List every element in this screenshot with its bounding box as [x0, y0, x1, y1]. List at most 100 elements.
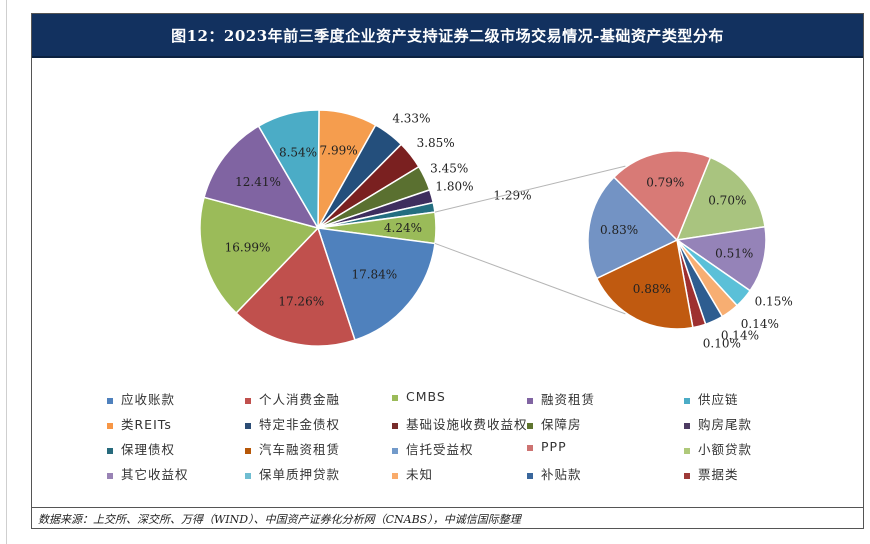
legend-swatch — [245, 422, 251, 429]
source-note: 数据来源：上交所、深交所、万得（WIND）、中国资产证券化分析网（CNABS），… — [38, 513, 521, 526]
title-bar: 图12：2023年前三季度企业资产支持证券二级市场交易情况-基础资产类型分布 — [32, 14, 863, 58]
legend-item--: 其它收益权 — [107, 464, 189, 483]
source-divider — [32, 507, 863, 508]
legend-label: 购房尾款 — [698, 417, 753, 432]
legend-swatch — [392, 447, 398, 454]
chart-title: 图12：2023年前三季度企业资产支持证券二级市场交易情况-基础资产类型分布 — [171, 27, 724, 45]
legend-label: 特定非金债权 — [259, 417, 341, 432]
legend-item--: 基础设施收费收益权 — [392, 414, 528, 433]
legend-label: 小额贷款 — [698, 442, 753, 457]
legend-swatch — [392, 472, 398, 479]
main-pie-label-4: 1.80% — [435, 180, 473, 194]
legend-item--: 供应链 — [684, 389, 739, 408]
legend-item--: 小额贷款 — [684, 439, 752, 458]
detail-pie-label-1: 0.51% — [715, 246, 753, 260]
main-pie-label-9: 16.99% — [225, 241, 271, 255]
legend-swatch — [684, 447, 690, 454]
legend-label: 类REITs — [121, 417, 172, 432]
main-pie-label-2: 3.85% — [417, 136, 455, 150]
legend-item--: 信托受益权 — [392, 439, 474, 458]
detail-pie-slice-8 — [612, 150, 712, 242]
legend-item--: 保障房 — [527, 414, 582, 433]
legend-swatch — [684, 422, 690, 429]
detail-pie-label-4: 0.14% — [721, 328, 759, 342]
legend-label: 应收账款 — [121, 392, 176, 407]
legend-label: 补贴款 — [541, 467, 582, 482]
page-left-rule — [6, 0, 7, 544]
legend-item-cmbs: CMBS — [392, 389, 446, 404]
legend-item--: 保单质押贷款 — [245, 464, 340, 483]
legend-label: 其它收益权 — [121, 467, 189, 482]
legend-label: 保障房 — [541, 417, 582, 432]
main-pie-label-3: 3.45% — [430, 162, 468, 176]
detail-pie-label-7: 0.83% — [600, 223, 638, 237]
detail-pie-label-0: 0.70% — [708, 193, 746, 207]
detail-pie-label-8: 0.79% — [646, 175, 684, 189]
main-pie-label-11: 8.54% — [279, 146, 317, 160]
legend-swatch — [245, 447, 251, 454]
legend-label: 未知 — [406, 467, 434, 482]
legend-item--: 个人消费金融 — [245, 389, 340, 408]
main-pie-slice-8 — [235, 226, 356, 347]
legend-label: 保单质押贷款 — [259, 467, 341, 482]
legend-label: 信托受益权 — [406, 442, 474, 457]
connector-line-bottom — [434, 242, 626, 315]
connector-line-top — [434, 165, 626, 213]
detail-pie-slice-7 — [587, 176, 679, 280]
main-pie-label-0: 7.99% — [320, 143, 358, 157]
main-pie-label-6: 4.24% — [384, 221, 422, 235]
legend-item--: 票据类 — [684, 464, 739, 483]
main-pie-label-10: 12.41% — [235, 175, 281, 189]
detail-pie-label-5: 0.10% — [703, 337, 741, 351]
legend-swatch — [107, 422, 113, 429]
detail-pie-label-3: 0.14% — [741, 317, 779, 331]
legend-swatch — [684, 397, 690, 404]
legend-item--reits: 类REITs — [107, 414, 172, 433]
legend-label: 票据类 — [698, 467, 739, 482]
legend-swatch — [245, 472, 251, 479]
legend-swatch — [527, 422, 533, 429]
main-pie-label-7: 17.84% — [351, 268, 397, 282]
legend-label: 基础设施收费收益权 — [406, 417, 528, 432]
legend-swatch — [392, 422, 398, 429]
main-pie-slice-11 — [257, 109, 320, 231]
main-pie-label-5: 1.29% — [493, 189, 531, 203]
legend-item--: 应收账款 — [107, 389, 175, 408]
legend-swatch — [684, 472, 690, 479]
main-pie-slice-9 — [199, 196, 320, 315]
detail-pie-slice-6 — [595, 238, 694, 330]
legend-item--: 特定非金债权 — [245, 414, 340, 433]
legend-label: CMBS — [406, 389, 446, 404]
legend-label: 汽车融资租赁 — [259, 442, 341, 457]
main-pie-label-1: 4.33% — [392, 111, 430, 125]
legend-label: 个人消费金融 — [259, 392, 341, 407]
legend-item--: 未知 — [392, 464, 433, 483]
legend-item--: 补贴款 — [527, 464, 582, 483]
legend-label: PPP — [541, 439, 567, 454]
detail-pie-label-2: 0.15% — [755, 295, 793, 309]
main-pie-label-8: 17.26% — [278, 295, 324, 309]
detail-pie-slice-1 — [675, 225, 767, 292]
figure-frame: 图12：2023年前三季度企业资产支持证券二级市场交易情况-基础资产类型分布 7… — [31, 13, 864, 529]
legend-swatch — [527, 397, 533, 404]
legend-swatch — [107, 397, 113, 404]
legend-item--: 保理债权 — [107, 439, 175, 458]
pie-chart: 7.99% 4.33% 3.85% 3.45% 1.80% 1.29% 4.24% 17.84… — [199, 109, 793, 351]
legend-item-ppp: PPP — [527, 439, 567, 454]
legend-label: 融资租赁 — [541, 392, 596, 407]
legend-swatch — [527, 444, 533, 451]
legend-label: 供应链 — [698, 392, 739, 407]
legend-item--: 融资租赁 — [527, 389, 595, 408]
legend-label: 保理债权 — [121, 442, 176, 457]
detail-pie-slice-0 — [675, 156, 766, 241]
legend-swatch — [392, 394, 398, 401]
legend-swatch — [245, 397, 251, 404]
legend-item--: 汽车融资租赁 — [245, 439, 340, 458]
legend-item--: 购房尾款 — [684, 414, 752, 433]
main-pie-slice-10 — [203, 125, 320, 230]
legend-swatch — [527, 472, 533, 479]
legend-swatch — [107, 472, 113, 479]
detail-pie-label-6: 0.88% — [633, 282, 671, 296]
main-pie-slice-7 — [316, 227, 436, 342]
legend-swatch — [107, 447, 113, 454]
